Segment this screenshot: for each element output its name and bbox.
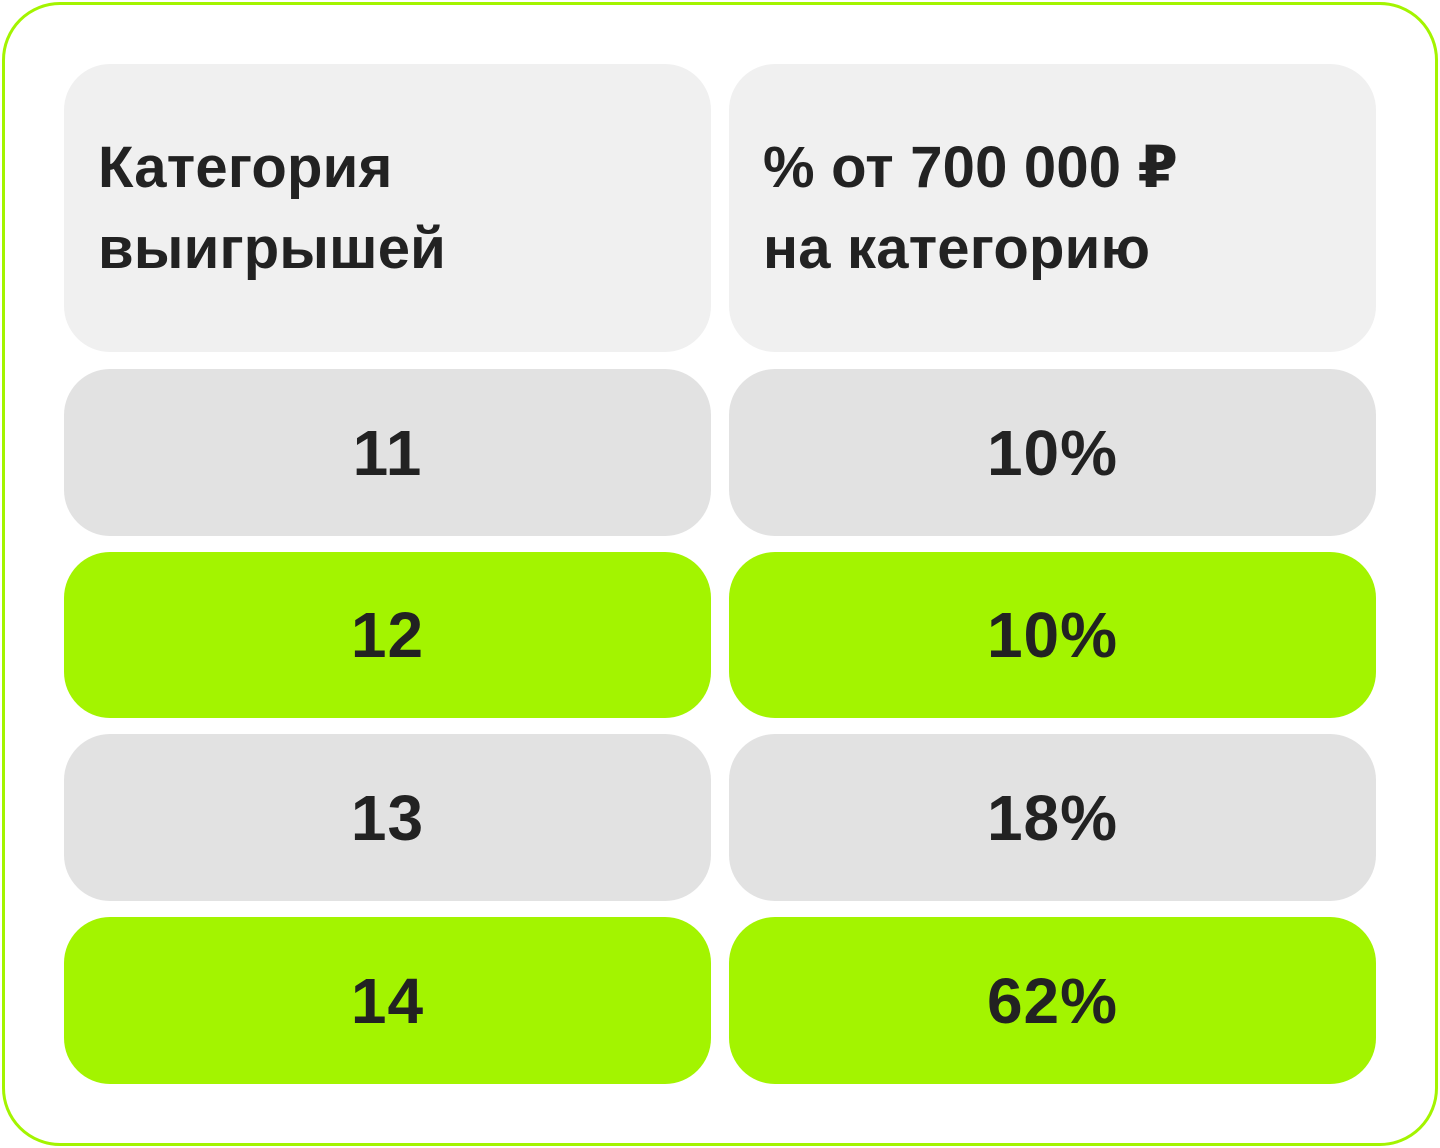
table-row-2-category: 12 — [64, 552, 711, 718]
table-row-4-percent: 62% — [729, 917, 1376, 1084]
header-category-line-1: Категория — [98, 135, 393, 200]
table-row-3-percent: 18% — [729, 734, 1376, 901]
table-row-1-category: 11 — [64, 369, 711, 536]
header-percent-text: % от 700 000 ₽ на категорию — [763, 127, 1178, 289]
header-category-text: Категория выигрышей — [98, 127, 446, 289]
table-row-4-category: 14 — [64, 917, 711, 1084]
table-row-2-percent: 10% — [729, 552, 1376, 718]
header-percent-line-2: на категорию — [763, 216, 1151, 281]
header-percent-line-1: % от 700 000 ₽ — [763, 135, 1179, 200]
header-percent: % от 700 000 ₽ на категорию — [729, 64, 1376, 352]
table-row-1-percent: 10% — [729, 369, 1376, 536]
header-category: Категория выигрышей — [64, 64, 711, 352]
table-row-3-category: 13 — [64, 734, 711, 901]
header-category-line-2: выигрышей — [98, 216, 447, 281]
